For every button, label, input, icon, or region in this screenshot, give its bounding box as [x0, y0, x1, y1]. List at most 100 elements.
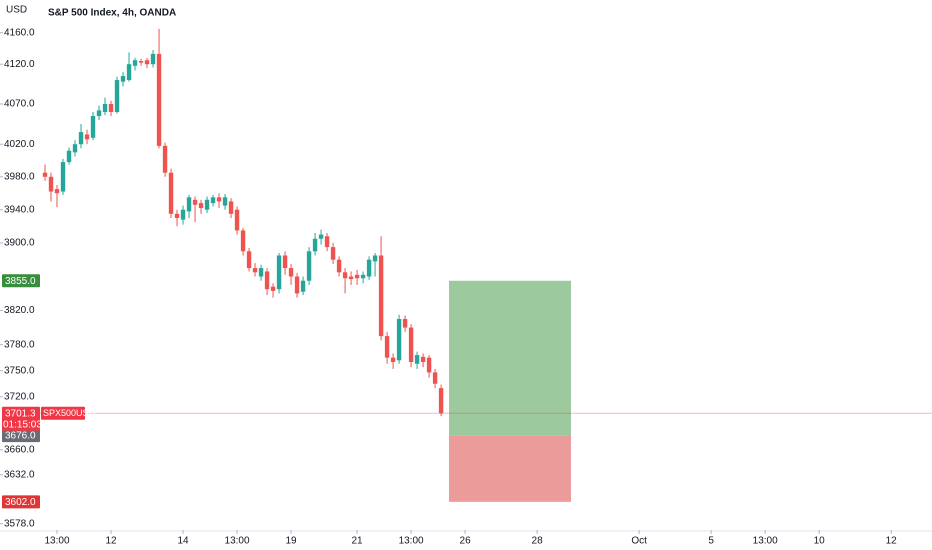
candle-body: [120, 76, 126, 82]
y-tick-label: 4120.0: [4, 59, 35, 70]
candle-body: [318, 234, 324, 239]
candle-body: [366, 259, 372, 277]
y-tick-label: 3750.0: [4, 365, 35, 376]
candle-body: [192, 199, 198, 205]
candle-body: [144, 60, 150, 65]
x-tick-label: 28: [532, 536, 544, 547]
candle-body: [276, 255, 282, 290]
x-tick-label: 13:00: [44, 536, 69, 547]
chart-title: S&P 500 Index, 4h, OANDA: [48, 8, 176, 19]
candle-body: [396, 318, 402, 361]
candle-body: [198, 203, 204, 209]
candle-body: [126, 64, 132, 81]
candle-body: [240, 230, 246, 252]
candle-body: [60, 162, 66, 192]
candle-body: [378, 255, 384, 337]
candle-body: [294, 276, 300, 294]
y-tick-label: 3940.0: [4, 204, 35, 215]
candle-body: [228, 201, 234, 214]
candle-body: [90, 115, 96, 138]
y-tick-label: 3820.0: [4, 305, 35, 316]
x-tick-label: 13:00: [225, 536, 250, 547]
candle-body: [390, 357, 396, 363]
candle-body: [216, 197, 222, 202]
candle-body: [66, 150, 72, 163]
candle-body: [162, 145, 168, 173]
x-tick-label: 21: [352, 536, 364, 547]
candle-body: [270, 286, 276, 291]
x-tick-label: 14: [177, 536, 189, 547]
candle-body: [96, 110, 102, 116]
price-label: 3602.0: [5, 497, 36, 508]
y-tick-label: 3720.0: [4, 391, 35, 402]
y-tick-label: 4160.0: [4, 27, 35, 38]
candle-body: [360, 274, 366, 279]
candle-body: [426, 357, 432, 373]
candle-body: [150, 53, 156, 65]
x-tick-label: 13:00: [753, 536, 778, 547]
candle-body: [252, 268, 258, 273]
candle-body: [102, 103, 108, 112]
countdown: 01:15:03: [3, 419, 42, 430]
candle-body: [210, 197, 216, 204]
x-tick-label: 13:00: [399, 536, 424, 547]
x-tick-label: 12: [105, 536, 117, 547]
y-tick-label: 3578.0: [4, 518, 35, 529]
price-label: 3855.0: [5, 276, 36, 287]
y-tick-label: 3780.0: [4, 339, 35, 350]
candle-body: [306, 251, 312, 281]
candle-body: [138, 61, 144, 63]
y-tick-label: 3660.0: [4, 444, 35, 455]
candle-body: [84, 134, 90, 140]
candle-body: [420, 356, 426, 363]
candle-body: [336, 259, 342, 273]
symbol-label: SPX500USD: [43, 408, 96, 418]
candle-body: [258, 268, 264, 277]
x-tick-label: Oct: [631, 536, 647, 547]
x-tick-label: 12: [886, 536, 898, 547]
candle-body: [78, 132, 84, 145]
candle-body: [186, 197, 192, 212]
x-tick-label: 10: [814, 536, 826, 547]
candle-body: [174, 213, 180, 218]
candle-body: [354, 274, 360, 279]
profit-zone: [449, 280, 571, 436]
price-label-bg: [2, 495, 40, 509]
price-label-bg: [2, 429, 40, 443]
x-tick-label: 19: [285, 536, 297, 547]
candle-body: [312, 238, 318, 252]
price-label: 3701.3: [5, 408, 36, 419]
y-tick-label: 3980.0: [4, 171, 35, 182]
y-tick-label: 4070.0: [4, 99, 35, 110]
candle-body: [222, 197, 228, 206]
candle-body: [372, 255, 378, 262]
candle-body: [114, 80, 120, 112]
candle-body: [384, 336, 390, 358]
candle-body: [156, 53, 162, 146]
price-label: 3676.0: [5, 431, 36, 442]
candle-body: [54, 189, 60, 194]
candle-body: [168, 172, 174, 214]
candle-body: [300, 280, 306, 292]
candle-body: [414, 355, 420, 364]
candle-body: [180, 209, 186, 220]
candle-body: [42, 172, 48, 177]
candle-body: [330, 247, 336, 260]
candle-body: [438, 388, 444, 414]
loss-zone: [449, 435, 571, 502]
symbol-label-bg: [41, 406, 85, 420]
candle-body: [72, 144, 78, 153]
candle-body: [432, 372, 438, 384]
x-tick-label: 26: [460, 536, 472, 547]
y-tick-label: 3900.0: [4, 238, 35, 249]
currency: USD: [6, 5, 27, 16]
candle-body: [324, 236, 330, 248]
price-label-bg: [2, 406, 40, 431]
candle-body: [342, 272, 348, 279]
x-tick-label: 5: [708, 536, 714, 547]
candle-body: [264, 271, 270, 290]
candle-body: [408, 327, 414, 363]
candle-body: [204, 199, 210, 210]
candle-body: [348, 276, 354, 280]
candle-body: [402, 318, 408, 328]
